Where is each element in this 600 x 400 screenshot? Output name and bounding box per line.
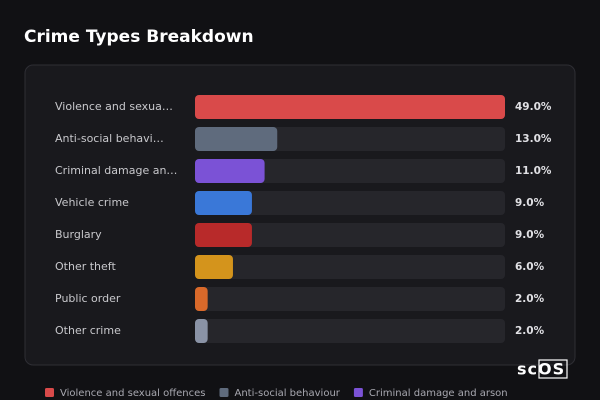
category-label: Other crime (55, 324, 121, 337)
legend-label: Violence and sexual offences (60, 388, 206, 399)
page-title: Crime Types Breakdown (24, 27, 254, 47)
value-label: 13.0% (515, 133, 552, 145)
bar-track (195, 287, 505, 311)
value-label: 49.0% (515, 101, 552, 113)
bar-track (195, 319, 505, 343)
value-label: 11.0% (515, 165, 552, 177)
value-label: 9.0% (515, 197, 545, 209)
bar (195, 95, 505, 119)
category-label: Anti-social behavi… (55, 132, 164, 145)
category-label: Violence and sexua… (55, 100, 173, 113)
category-label: Burglary (55, 228, 102, 241)
category-label: Criminal damage an… (55, 164, 177, 177)
legend-label: Criminal damage and arson (369, 388, 508, 399)
bar-track (195, 255, 505, 279)
bar (195, 159, 265, 183)
legend-swatch (353, 388, 363, 397)
logo: scOS (517, 360, 565, 379)
bar (195, 255, 233, 279)
category-label: Other theft (55, 260, 116, 273)
legend-swatch (219, 388, 229, 397)
bar-track (195, 223, 505, 247)
bar-track (195, 159, 505, 183)
category-label: Public order (55, 292, 121, 305)
value-label: 2.0% (515, 293, 545, 305)
bar (195, 223, 252, 247)
value-label: 9.0% (515, 229, 545, 241)
bar (195, 287, 208, 311)
bar (195, 191, 252, 215)
logo-box (538, 359, 568, 379)
category-label: Vehicle crime (55, 196, 129, 209)
legend-swatch (45, 388, 54, 397)
value-label: 2.0% (515, 325, 545, 337)
bar (195, 127, 278, 151)
legend-label: Anti-social behaviour (235, 388, 341, 399)
value-label: 6.0% (515, 261, 545, 273)
bar (195, 319, 208, 343)
bar-track (195, 191, 505, 215)
